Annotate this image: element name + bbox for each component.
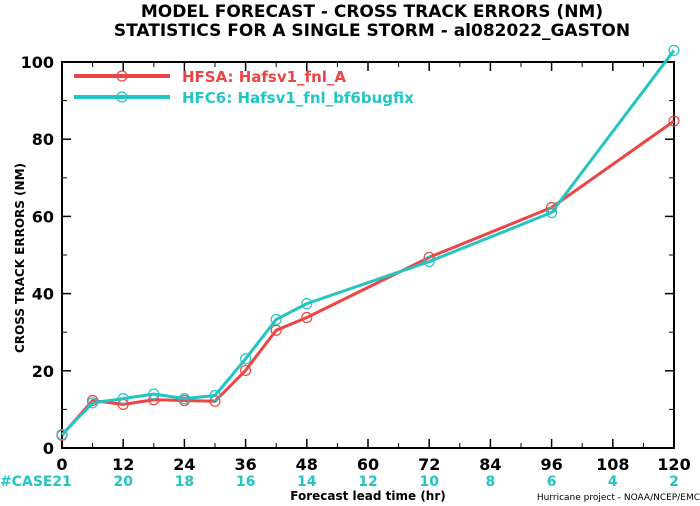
data-point-hfc6	[178, 392, 190, 405]
case-count-label: #CASE	[0, 474, 53, 490]
y-tick-label: 80	[32, 130, 54, 149]
data-point-hfc6	[545, 206, 558, 219]
data-point-hfc6	[270, 313, 282, 326]
legend-marker-hfc6	[116, 91, 128, 103]
x-tick-label: 96	[540, 455, 562, 474]
data-point-hfc6	[668, 44, 680, 57]
series-line-hfc6	[60, 49, 676, 436]
case-count-value: 8	[486, 474, 496, 490]
y-tick-label: 0	[43, 439, 54, 458]
data-point-hfc6	[423, 255, 435, 268]
legend-label-hfsa: HFSA: Hafsv1_fnl_A	[182, 68, 346, 86]
case-count-value: 12	[358, 474, 377, 490]
plot-frame	[61, 61, 675, 449]
data-point-hfc6	[209, 389, 221, 402]
case-count-value: 10	[419, 474, 439, 490]
axes: 0211220241836164814601272108489661084120…	[21, 53, 691, 490]
y-tick-label: 60	[32, 207, 54, 226]
case-count-value: 2	[669, 474, 679, 490]
chart-title: MODEL FORECAST - CROSS TRACK ERRORS (NM)	[141, 2, 603, 22]
x-tick-label: 12	[112, 455, 134, 474]
case-count-value: 18	[175, 474, 194, 490]
data-point-hfc6	[240, 353, 252, 365]
x-tick-label: 60	[357, 455, 379, 474]
x-tick-label: 24	[173, 455, 195, 474]
legend-label-hfc6: HFC6: Hafsv1_fnl_bf6bugfix	[182, 89, 414, 107]
x-tick-label: 120	[657, 455, 690, 474]
case-count-value: 21	[52, 474, 71, 490]
x-tick-label: 48	[296, 455, 318, 474]
chart-subtitle: STATISTICS FOR A SINGLE STORM - al082022…	[114, 21, 630, 41]
data-point-hfc6	[148, 388, 160, 400]
data-point-hfsa	[240, 364, 252, 377]
x-tick-label: 36	[234, 455, 256, 474]
series-lines	[56, 44, 680, 441]
data-point-hfsa	[301, 311, 313, 324]
series-hfc6	[56, 44, 680, 441]
case-count-value: 4	[608, 474, 618, 490]
data-point-hfc6	[117, 392, 129, 405]
credit-text: Hurricane project - NOAA/NCEP/EMC	[537, 493, 700, 503]
y-tick-label: 100	[21, 53, 54, 72]
data-point-hfsa	[668, 115, 680, 127]
x-tick-label: 0	[56, 455, 67, 474]
x-tick-label: 108	[596, 455, 629, 474]
series-hfsa	[56, 115, 680, 441]
series-line-hfsa	[60, 119, 675, 437]
y-tick-label: 20	[32, 362, 54, 381]
case-count-value: 20	[113, 474, 133, 490]
data-point-hfsa	[270, 324, 282, 336]
case-count-value: 16	[236, 474, 255, 490]
y-axis-label: CROSS TRACK ERRORS (NM)	[13, 163, 27, 353]
x-tick-label: 84	[479, 455, 501, 474]
x-tick-label: 72	[418, 455, 440, 474]
legend: HFSA: Hafsv1_fnl_A HFC6: Hafsv1_fnl_bf6bu…	[74, 68, 414, 107]
x-axis-label: Forecast lead time (hr)	[290, 489, 446, 503]
case-count-value: 14	[297, 474, 317, 490]
y-tick-label: 40	[32, 285, 54, 304]
case-count-value: 6	[547, 474, 557, 490]
data-point-hfc6	[301, 298, 313, 310]
data-point-hfc6	[86, 397, 99, 409]
data-point-hfc6	[56, 428, 68, 441]
legend-marker-hfsa	[116, 70, 128, 82]
